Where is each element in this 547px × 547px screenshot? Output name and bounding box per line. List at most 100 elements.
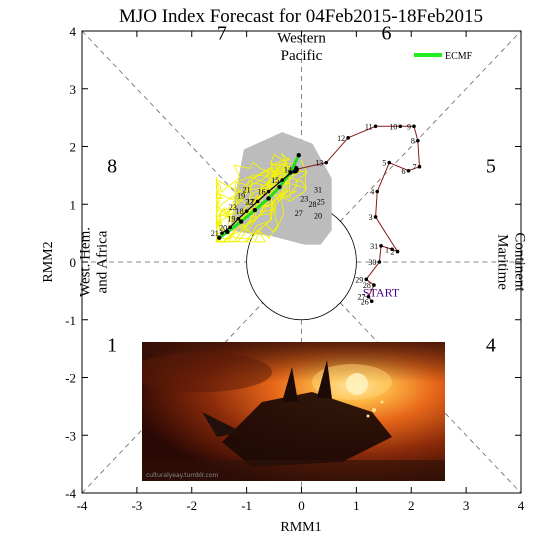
y-tick-label: 0	[70, 255, 77, 270]
observed-point	[406, 168, 411, 173]
x-axis-label: RMM1	[280, 520, 321, 535]
diagonal-divider-3	[339, 302, 522, 494]
observed-point	[324, 160, 328, 165]
ensemble-mean-label: 20	[219, 223, 227, 232]
ensemble-mean-point	[236, 216, 241, 221]
ensemble-mean-point	[266, 189, 271, 194]
y-axis-label: RMM2	[41, 241, 56, 282]
x-tick-label: 2	[408, 498, 415, 513]
observed-point-label: 27	[357, 293, 365, 302]
x-tick-label: -4	[77, 498, 88, 513]
observed-point	[373, 215, 378, 219]
observed-point	[366, 294, 371, 299]
observed-point	[417, 164, 422, 169]
ensemble-mean-point	[280, 178, 285, 182]
x-tick-label: 0	[298, 498, 305, 513]
observed-point	[375, 189, 380, 194]
observed-point-label: 2	[391, 248, 395, 257]
region-west-hem-africa: and Africa	[95, 230, 111, 293]
observed-point	[395, 249, 400, 254]
observed-point	[390, 247, 394, 252]
ensemble-member-track	[254, 170, 306, 243]
ensemble-mean-point	[255, 199, 260, 204]
ensemble-member-track	[220, 176, 298, 243]
ensemble-mean-point	[244, 209, 249, 213]
diagonal-divider-0	[81, 302, 264, 494]
observed-point	[412, 124, 416, 129]
x-tick-label: 4	[518, 498, 525, 513]
ensemble-mean-line	[221, 169, 296, 234]
observed-point-label: 26	[361, 297, 369, 306]
green-forecast-point	[252, 207, 258, 213]
legend-label: ECMF	[445, 51, 473, 62]
ensemble-member-track	[215, 161, 297, 215]
observed-point	[369, 299, 374, 304]
ensemble-member-track	[220, 162, 288, 243]
observed-point	[398, 124, 403, 129]
observed-point-label: 12	[337, 134, 345, 143]
ensemble-mean-point	[228, 225, 232, 230]
ensemble-mean-label: 19	[227, 215, 235, 224]
phase-number-5: 5	[486, 155, 496, 177]
ensemble-mean-label: 21	[211, 229, 219, 238]
phase-number-7: 7	[217, 23, 227, 45]
observed-point-label: 30	[368, 258, 376, 267]
green-forecast-point	[277, 184, 282, 190]
observed-point-label: 13	[315, 159, 323, 168]
diagonal-divider-2	[81, 30, 264, 222]
ensemble-mean-label: 17	[247, 197, 255, 206]
ensemble-cluster-label: 21	[243, 186, 251, 195]
region-maritime-continent: Maritime	[494, 234, 510, 290]
y-tick-label: 3	[70, 82, 77, 97]
green-forecast-point	[225, 229, 230, 235]
x-tick-label: -3	[131, 498, 142, 513]
y-tick-label: 4	[70, 24, 77, 39]
x-tick-label: -2	[186, 498, 197, 513]
observed-point	[387, 160, 392, 165]
green-forecast-point	[216, 235, 222, 240]
ensemble-member-track	[216, 168, 297, 243]
x-tick-label: 1	[353, 498, 360, 513]
observed-point-label: 29	[355, 275, 363, 284]
observed-point-label: 11	[365, 122, 373, 131]
green-forecast-point	[238, 219, 244, 224]
y-tick-label: 1	[70, 197, 77, 212]
y-tick-label: -2	[65, 371, 76, 386]
start-label: START	[363, 286, 400, 300]
ensemble-cluster-label: 19	[237, 191, 245, 200]
observed-point-label: 9	[407, 122, 411, 131]
y-tick-label: -3	[65, 428, 76, 443]
region-western-pacific: Pacific	[281, 48, 323, 64]
observed-point	[416, 138, 420, 143]
observed-point	[379, 244, 383, 248]
y-tick-label: 2	[70, 140, 77, 155]
ensemble-mean-label: 15	[271, 176, 279, 185]
observed-point	[377, 260, 382, 264]
x-tick-label: -1	[241, 498, 252, 513]
ensemble-cluster-label: 27	[295, 209, 303, 218]
observed-point-label: 10	[389, 122, 397, 131]
fire-ship-photo: culturalyeay.tumblr.com	[142, 342, 445, 481]
observed-point	[364, 277, 369, 282]
observed-point-label: 5	[382, 159, 386, 168]
observed-point	[372, 283, 376, 287]
green-forecast-point	[296, 152, 301, 158]
chart-title: MJO Index Forecast for 04Feb2015-18Feb20…	[119, 6, 483, 27]
ensemble-mean-label: 16	[258, 188, 266, 197]
ensemble-cluster-label: 23	[300, 194, 308, 203]
ensemble-mean-point	[220, 231, 224, 235]
observed-path-line	[294, 125, 421, 302]
ensemble-cluster-label: 25	[317, 197, 325, 206]
region-western-pacific: Western	[277, 31, 326, 47]
forecast-lines	[216, 124, 422, 304]
observed-point-label: 3	[369, 213, 373, 222]
observed-point-label: 28	[363, 281, 371, 290]
ensemble-mean-label: 18	[236, 207, 244, 216]
y-tick-label: -4	[65, 486, 76, 501]
ensemble-cluster-label: 31	[314, 186, 322, 195]
y-tick-label: -1	[65, 313, 76, 328]
phase-number-4: 4	[486, 335, 496, 357]
